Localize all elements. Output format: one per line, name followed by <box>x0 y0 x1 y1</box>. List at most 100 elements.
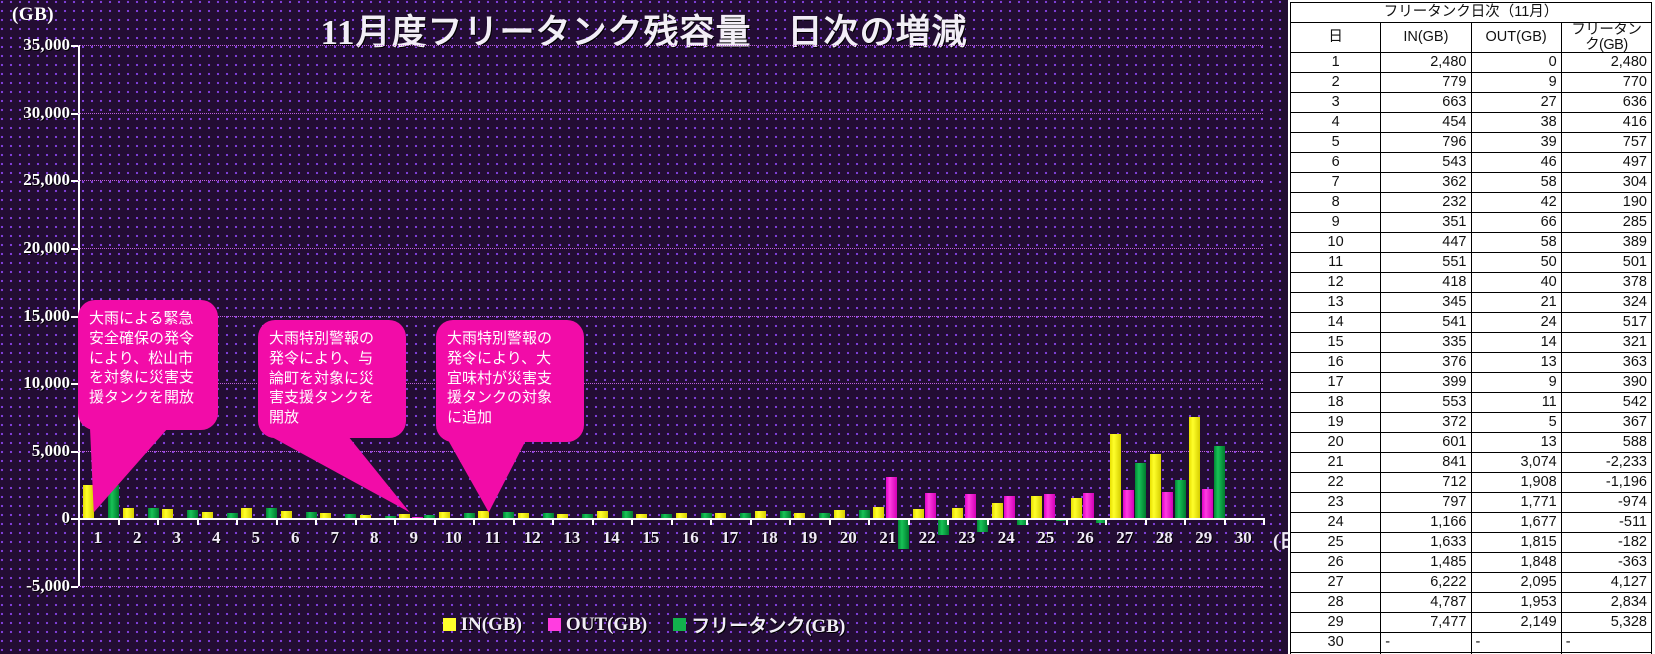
table-cell: 497 <box>1560 152 1653 173</box>
table-row: 26 1,485 1,848 -363 <box>1289 552 1653 573</box>
table-cell: 345 <box>1380 292 1472 313</box>
table-cell: 389 <box>1560 232 1653 253</box>
table-cell: 40 <box>1470 272 1562 293</box>
table-cell: 66 <box>1470 212 1562 233</box>
bar-in-day-7 <box>320 513 331 519</box>
x-axis-tick-label-3: 3 <box>172 528 182 548</box>
table-row: 7 362 58 304 <box>1289 172 1653 193</box>
y-tick <box>71 383 78 386</box>
x-axis-tick-label-13: 13 <box>563 528 581 548</box>
bar-tank-day-11 <box>503 511 514 519</box>
x-tick <box>354 518 357 526</box>
x-tick <box>196 518 199 526</box>
y-tick <box>71 518 78 521</box>
bar-out-day-24 <box>1004 495 1015 519</box>
table-cell: 351 <box>1380 212 1472 233</box>
bar-tank-day-14 <box>621 511 633 519</box>
callout-line: 発令により、大 <box>447 349 552 367</box>
y-axis-tick-label: 25,000 <box>23 170 70 190</box>
table-row: 8 232 42 190 <box>1289 192 1653 213</box>
plot-area: 35,000 30,000 25,000 20,000 15,000 10,000 5,00… <box>23 35 1288 595</box>
bar-in-day-15 <box>636 513 647 519</box>
callout-3-tail <box>448 440 526 513</box>
x-axis-tick-label-4: 4 <box>212 528 221 548</box>
table-cell: 58 <box>1470 232 1562 253</box>
bar-in-day-10 <box>438 512 450 519</box>
table-cell: 1,848 <box>1470 552 1562 573</box>
x-axis-tick-label-9: 9 <box>409 528 419 548</box>
y-axis-tick-label: 0 <box>61 508 71 528</box>
table-cell: 23 <box>1289 492 1382 513</box>
table-row: 20 601 13 588 <box>1289 432 1653 453</box>
table-cell: 588 <box>1560 432 1653 453</box>
x-tick <box>1263 518 1265 526</box>
bar-in-day-19 <box>794 513 805 519</box>
bar-tank-day-29 <box>1214 446 1225 519</box>
table-cell: 304 <box>1560 172 1653 193</box>
gridline <box>78 180 1263 182</box>
bar-out-day-26 <box>1083 493 1094 519</box>
callout-2-tail <box>270 436 410 513</box>
bar-in-day-17 <box>715 512 726 519</box>
table-cell: 418 <box>1380 272 1472 293</box>
bar-in-day-27 <box>1110 434 1121 519</box>
x-axis-tick-label-23: 23 <box>958 528 976 548</box>
bar-in-day-26 <box>1070 498 1082 519</box>
column-header-day: 日 <box>1289 22 1382 53</box>
table-cell: 454 <box>1380 112 1472 133</box>
bar-out-day-27 <box>1122 490 1134 519</box>
table-cell: 27 <box>1470 92 1562 113</box>
table-cell: 362 <box>1380 172 1472 193</box>
table-cell: 363 <box>1560 352 1653 373</box>
bar-in-day-28 <box>1149 453 1161 519</box>
table-row: 3 663 27 636 <box>1289 92 1653 113</box>
bar-in-day-23 <box>952 507 963 519</box>
table-cell: 13 <box>1470 432 1562 453</box>
legend-item-tank: フリータンク(GB) <box>673 611 845 638</box>
table-cell: 2,149 <box>1470 612 1562 633</box>
table-row: 14 541 24 517 <box>1289 312 1653 333</box>
table-row: 23 797 1,771 -974 <box>1289 492 1653 513</box>
column-header-in: IN(GB) <box>1380 22 1472 53</box>
x-axis-tick-label-28: 28 <box>1155 528 1173 548</box>
callout-line: 宜味村が災害支 <box>447 369 553 387</box>
callout-1: 大雨による緊急 安全確保の発令 により、松山市 を対象に災害支 援タンクを開放 <box>78 300 218 430</box>
bar-tank-day-3 <box>187 509 198 519</box>
table-cell: 447 <box>1380 232 1472 253</box>
table-row: 31--- <box>1289 652 1653 654</box>
table-cell: 517 <box>1560 312 1653 333</box>
x-tick <box>78 518 80 526</box>
legend-swatch-tank-icon <box>673 618 687 631</box>
table-cell: 6 <box>1289 152 1382 173</box>
table-cell: 324 <box>1560 292 1653 313</box>
bar-tank-day-5 <box>266 508 277 519</box>
table-cell: 25 <box>1289 532 1382 553</box>
table-cell: 3,074 <box>1470 452 1562 473</box>
data-table-panel: フリータンク日次（11月） 日 IN(GB) OUT(GB) フリータンク(GB… <box>1288 0 1655 654</box>
bar-tank-day-2 <box>147 507 159 519</box>
table-cell: 17 <box>1289 372 1382 393</box>
table-cell: 553 <box>1380 392 1472 413</box>
bar-tank-day-13 <box>582 513 593 519</box>
table-row: 15 335 14 321 <box>1289 332 1653 353</box>
table-cell: 1,633 <box>1380 532 1472 553</box>
bar-in-day-16 <box>675 513 687 519</box>
table-cell: 13 <box>1289 292 1382 313</box>
column-header-out: OUT(GB) <box>1470 22 1562 53</box>
table-cell: 190 <box>1560 192 1653 213</box>
table-cell: 24 <box>1470 312 1562 333</box>
table-row: 25 1,633 1,815 -182 <box>1289 532 1653 553</box>
callout-line: により、松山市 <box>89 349 194 367</box>
table-cell: 2,480 <box>1560 52 1653 73</box>
table-row: 1 2,480 0 2,480 <box>1289 52 1653 73</box>
bar-in-day-11 <box>478 510 489 519</box>
table-title: フリータンク日次（11月） <box>1290 2 1652 23</box>
x-axis-tick-label-17: 17 <box>721 528 739 548</box>
x-tick <box>394 518 396 526</box>
table-body: 1 2,480 0 2,480 2 779 9 770 3 663 27 636 4 454 38 416 5 7… <box>1289 52 1653 654</box>
bar-in-day-5 <box>241 507 252 519</box>
x-tick <box>631 518 633 526</box>
x-axis-tick-label-20: 20 <box>839 528 857 548</box>
table-cell: - <box>1560 632 1653 653</box>
table-cell: -2,233 <box>1560 452 1653 473</box>
